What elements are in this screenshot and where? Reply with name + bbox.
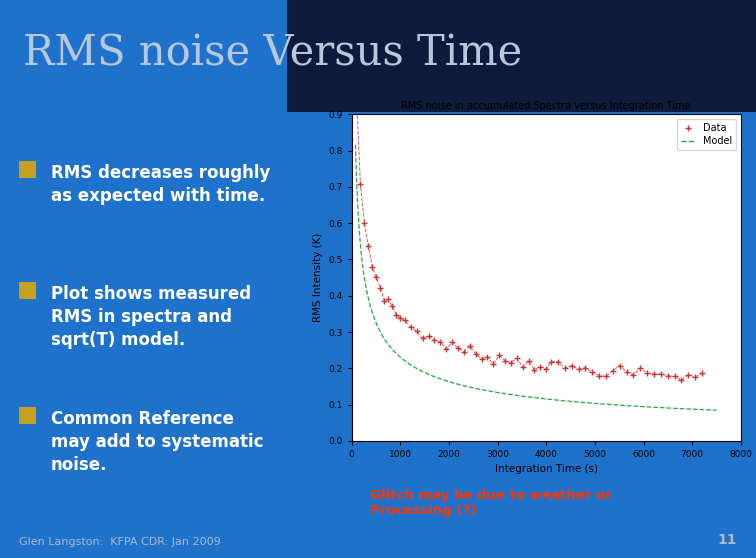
Bar: [19, 407, 36, 424]
Text: Common Reference
may add to systematic
noise.: Common Reference may add to systematic n…: [51, 410, 263, 474]
Title: RMS noise in accumulated Spectra versus Integration Time: RMS noise in accumulated Spectra versus …: [401, 101, 691, 111]
Y-axis label: RMS Intensity (K): RMS Intensity (K): [312, 233, 323, 323]
Text: RMS noise Versus Time: RMS noise Versus Time: [23, 32, 522, 75]
Text: Glitch may be due to weather or
Processing (?): Glitch may be due to weather or Processi…: [370, 489, 612, 517]
Bar: [287, 0, 756, 112]
Text: 11: 11: [717, 533, 737, 547]
Bar: [19, 282, 36, 299]
Text: Glen Langston:  KFPA CDR: Jan 2009: Glen Langston: KFPA CDR: Jan 2009: [19, 537, 221, 547]
Bar: [19, 161, 36, 178]
Text: RMS decreases roughly
as expected with time.: RMS decreases roughly as expected with t…: [51, 164, 270, 205]
Text: Plot shows measured
RMS in spectra and
sqrt(T) model.: Plot shows measured RMS in spectra and s…: [51, 285, 251, 349]
X-axis label: Integration Time (s): Integration Time (s): [494, 464, 598, 474]
Legend: Data, Model: Data, Model: [677, 119, 736, 150]
